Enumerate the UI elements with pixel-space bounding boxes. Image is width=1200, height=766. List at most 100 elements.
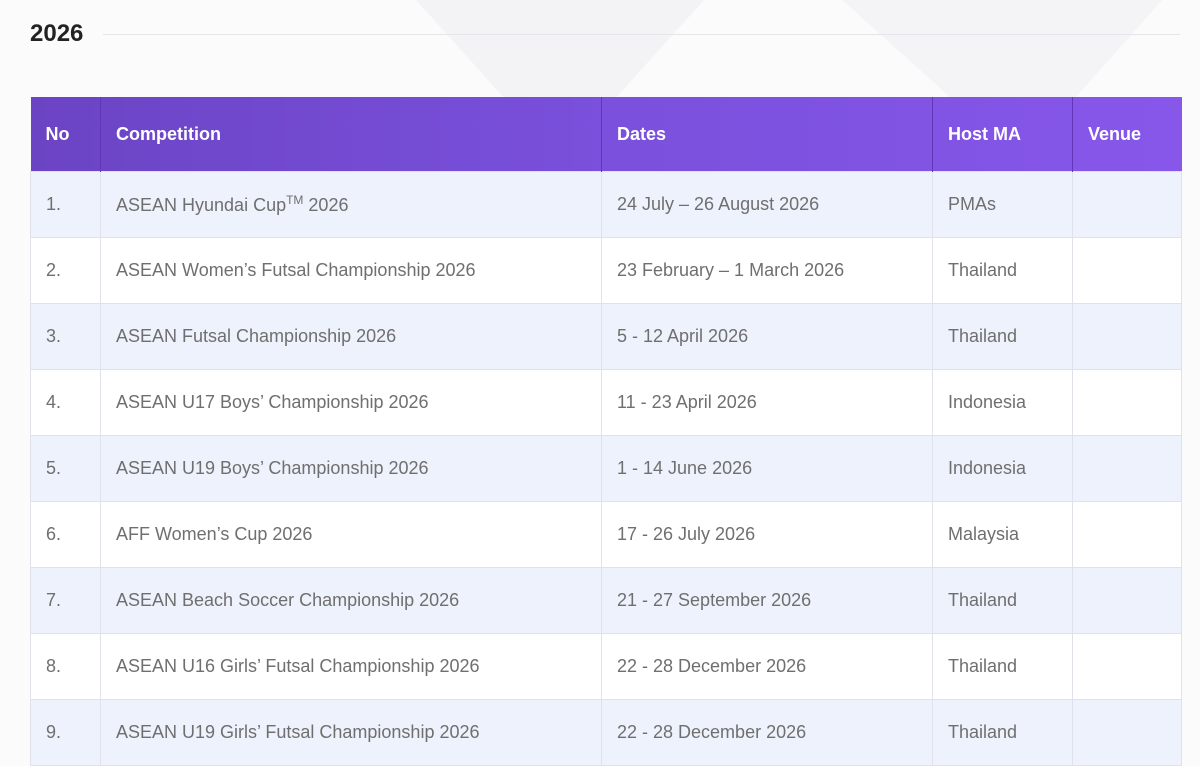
cell-host-ma: Thailand xyxy=(932,699,1073,766)
cell-host-ma-text: Thailand xyxy=(948,722,1018,742)
section-divider xyxy=(103,33,1180,35)
cell-host-ma: PMAs xyxy=(932,171,1073,238)
cell-dates-text: 21 - 27 September 2026 xyxy=(617,590,812,610)
cell-no: 2. xyxy=(30,237,101,304)
cell-no: 3. xyxy=(30,303,101,370)
cell-dates-text: 5 - 12 April 2026 xyxy=(617,326,749,346)
table-row: 7. ASEAN Beach Soccer Championship 2026 21… xyxy=(30,567,1182,634)
cell-competition: ASEAN U17 Boys’ Championship 2026 xyxy=(100,369,602,436)
cell-venue xyxy=(1072,303,1182,370)
cell-host-ma: Thailand xyxy=(932,567,1073,634)
cell-no-text: 9. xyxy=(46,722,62,742)
cell-host-ma-text: PMAs xyxy=(948,194,997,214)
table-row: 8. ASEAN U16 Girls’ Futsal Championship 2… xyxy=(30,633,1182,700)
cell-host-ma: Malaysia xyxy=(932,501,1073,568)
cell-competition: ASEAN Futsal Championship 2026 xyxy=(100,303,602,370)
cell-host-ma-text: Indonesia xyxy=(948,458,1027,478)
cell-venue xyxy=(1072,567,1182,634)
table-row: 3. ASEAN Futsal Championship 2026 5 - 12 A… xyxy=(30,303,1182,370)
competition-table: No Competition Dates Host MA Venue 1. ASE… xyxy=(30,97,1182,766)
cell-competition-text: ASEAN Women’s Futsal Championship 2026 xyxy=(116,260,476,280)
cell-competition: ASEAN Hyundai CupTM 2026 xyxy=(100,171,602,238)
table-row: 9. ASEAN U19 Girls’ Futsal Championship 2… xyxy=(30,699,1182,766)
cell-dates: 1 - 14 June 2026 xyxy=(601,435,933,502)
header-venue: Venue xyxy=(1088,123,1142,144)
cell-host-ma-text: Indonesia xyxy=(948,392,1027,412)
cell-competition-text: ASEAN U16 Girls’ Futsal Championship 202… xyxy=(116,656,480,676)
cell-dates: 22 - 28 December 2026 xyxy=(601,633,933,700)
cell-competition-text: ASEAN Beach Soccer Championship 2026 xyxy=(116,590,460,610)
table-row: 5. ASEAN U19 Boys’ Championship 2026 1 - 1… xyxy=(30,435,1182,502)
cell-venue xyxy=(1072,237,1182,304)
cell-competition-text: ASEAN Hyundai Cup xyxy=(116,195,287,215)
table-header-row: No Competition Dates Host MA Venue xyxy=(30,97,1182,172)
cell-no: 1. xyxy=(30,171,101,238)
cell-no: 7. xyxy=(30,567,101,634)
cell-venue xyxy=(1072,369,1182,436)
cell-competition: ASEAN U19 Girls’ Futsal Championship 202… xyxy=(100,699,602,766)
cell-host-ma-text: Thailand xyxy=(948,590,1018,610)
cell-no-text: 8. xyxy=(46,656,62,676)
cell-venue xyxy=(1072,171,1182,238)
header-dates: Dates xyxy=(601,97,933,172)
cell-dates-text: 24 July – 26 August 2026 xyxy=(617,194,820,214)
cell-dates-text: 22 - 28 December 2026 xyxy=(617,722,807,742)
competition-suffix: 2026 xyxy=(303,195,349,215)
cell-no-text: 1. xyxy=(46,194,62,214)
cell-competition-text: ASEAN U19 Boys’ Championship 2026 xyxy=(116,458,429,478)
header-host-ma: Host MA xyxy=(932,97,1073,172)
cell-dates: 23 February – 1 March 2026 xyxy=(601,237,933,304)
cell-dates-text: 1 - 14 June 2026 xyxy=(617,458,753,478)
cell-no-text: 6. xyxy=(46,524,62,544)
cell-competition-text: ASEAN Futsal Championship 2026 xyxy=(116,326,397,346)
cell-dates: 24 July – 26 August 2026 xyxy=(601,171,933,238)
table-row: 4. ASEAN U17 Boys’ Championship 2026 11 - … xyxy=(30,369,1182,436)
cell-dates-text: 22 - 28 December 2026 xyxy=(617,656,807,676)
table-row: 1. ASEAN Hyundai CupTM 2026 24 July – 26 A… xyxy=(30,171,1182,238)
cell-no-text: 4. xyxy=(46,392,62,412)
header-no: No xyxy=(30,97,101,172)
cell-no-text: 3. xyxy=(46,326,62,346)
section-title: 2026 xyxy=(30,20,84,47)
trademark-mark: TM xyxy=(286,193,304,207)
header-competition: Competition xyxy=(100,97,602,172)
cell-dates: 21 - 27 September 2026 xyxy=(601,567,933,634)
cell-dates: 5 - 12 April 2026 xyxy=(601,303,933,370)
cell-host-ma: Indonesia xyxy=(932,435,1073,502)
cell-venue xyxy=(1072,699,1182,766)
cell-competition: AFF Women’s Cup 2026 xyxy=(100,501,602,568)
cell-host-ma-text: Thailand xyxy=(948,656,1018,676)
table-row: 2. ASEAN Women’s Futsal Championship 2026… xyxy=(30,237,1182,304)
cell-venue xyxy=(1072,633,1182,700)
cell-competition: ASEAN U16 Girls’ Futsal Championship 202… xyxy=(100,633,602,700)
cell-venue xyxy=(1072,501,1182,568)
cell-competition-text: ASEAN U17 Boys’ Championship 2026 xyxy=(116,392,429,412)
cell-venue xyxy=(1072,435,1182,502)
cell-no-text: 7. xyxy=(46,590,62,610)
cell-no: 5. xyxy=(30,435,101,502)
cell-host-ma-text: Malaysia xyxy=(948,524,1020,544)
cell-competition-text: AFF Women’s Cup 2026 xyxy=(116,524,313,544)
cell-no-text: 5. xyxy=(46,458,62,478)
cell-dates: 11 - 23 April 2026 xyxy=(601,369,933,436)
section-header: 2026 xyxy=(30,18,1180,50)
cell-no: 6. xyxy=(30,501,101,568)
cell-competition: ASEAN Women’s Futsal Championship 2026 xyxy=(100,237,602,304)
cell-host-ma-text: Thailand xyxy=(948,260,1018,280)
cell-dates-text: 11 - 23 April 2026 xyxy=(617,392,757,412)
cell-no: 8. xyxy=(30,633,101,700)
cell-dates: 17 - 26 July 2026 xyxy=(601,501,933,568)
cell-host-ma: Thailand xyxy=(932,303,1073,370)
cell-no-text: 2. xyxy=(46,260,62,280)
cell-host-ma: Indonesia xyxy=(932,369,1073,436)
cell-no: 9. xyxy=(30,699,101,766)
cell-dates-text: 17 - 26 July 2026 xyxy=(617,524,756,544)
cell-no: 4. xyxy=(30,369,101,436)
cell-competition-text: ASEAN U19 Girls’ Futsal Championship 202… xyxy=(116,722,480,742)
cell-host-ma-text: Thailand xyxy=(948,326,1018,346)
cell-host-ma: Thailand xyxy=(932,633,1073,700)
table-row: 6. AFF Women’s Cup 2026 17 - 26 July 2026 M… xyxy=(30,501,1182,568)
cell-dates: 22 - 28 December 2026 xyxy=(601,699,933,766)
cell-competition: ASEAN Beach Soccer Championship 2026 xyxy=(100,567,602,634)
cell-host-ma: Thailand xyxy=(932,237,1073,304)
